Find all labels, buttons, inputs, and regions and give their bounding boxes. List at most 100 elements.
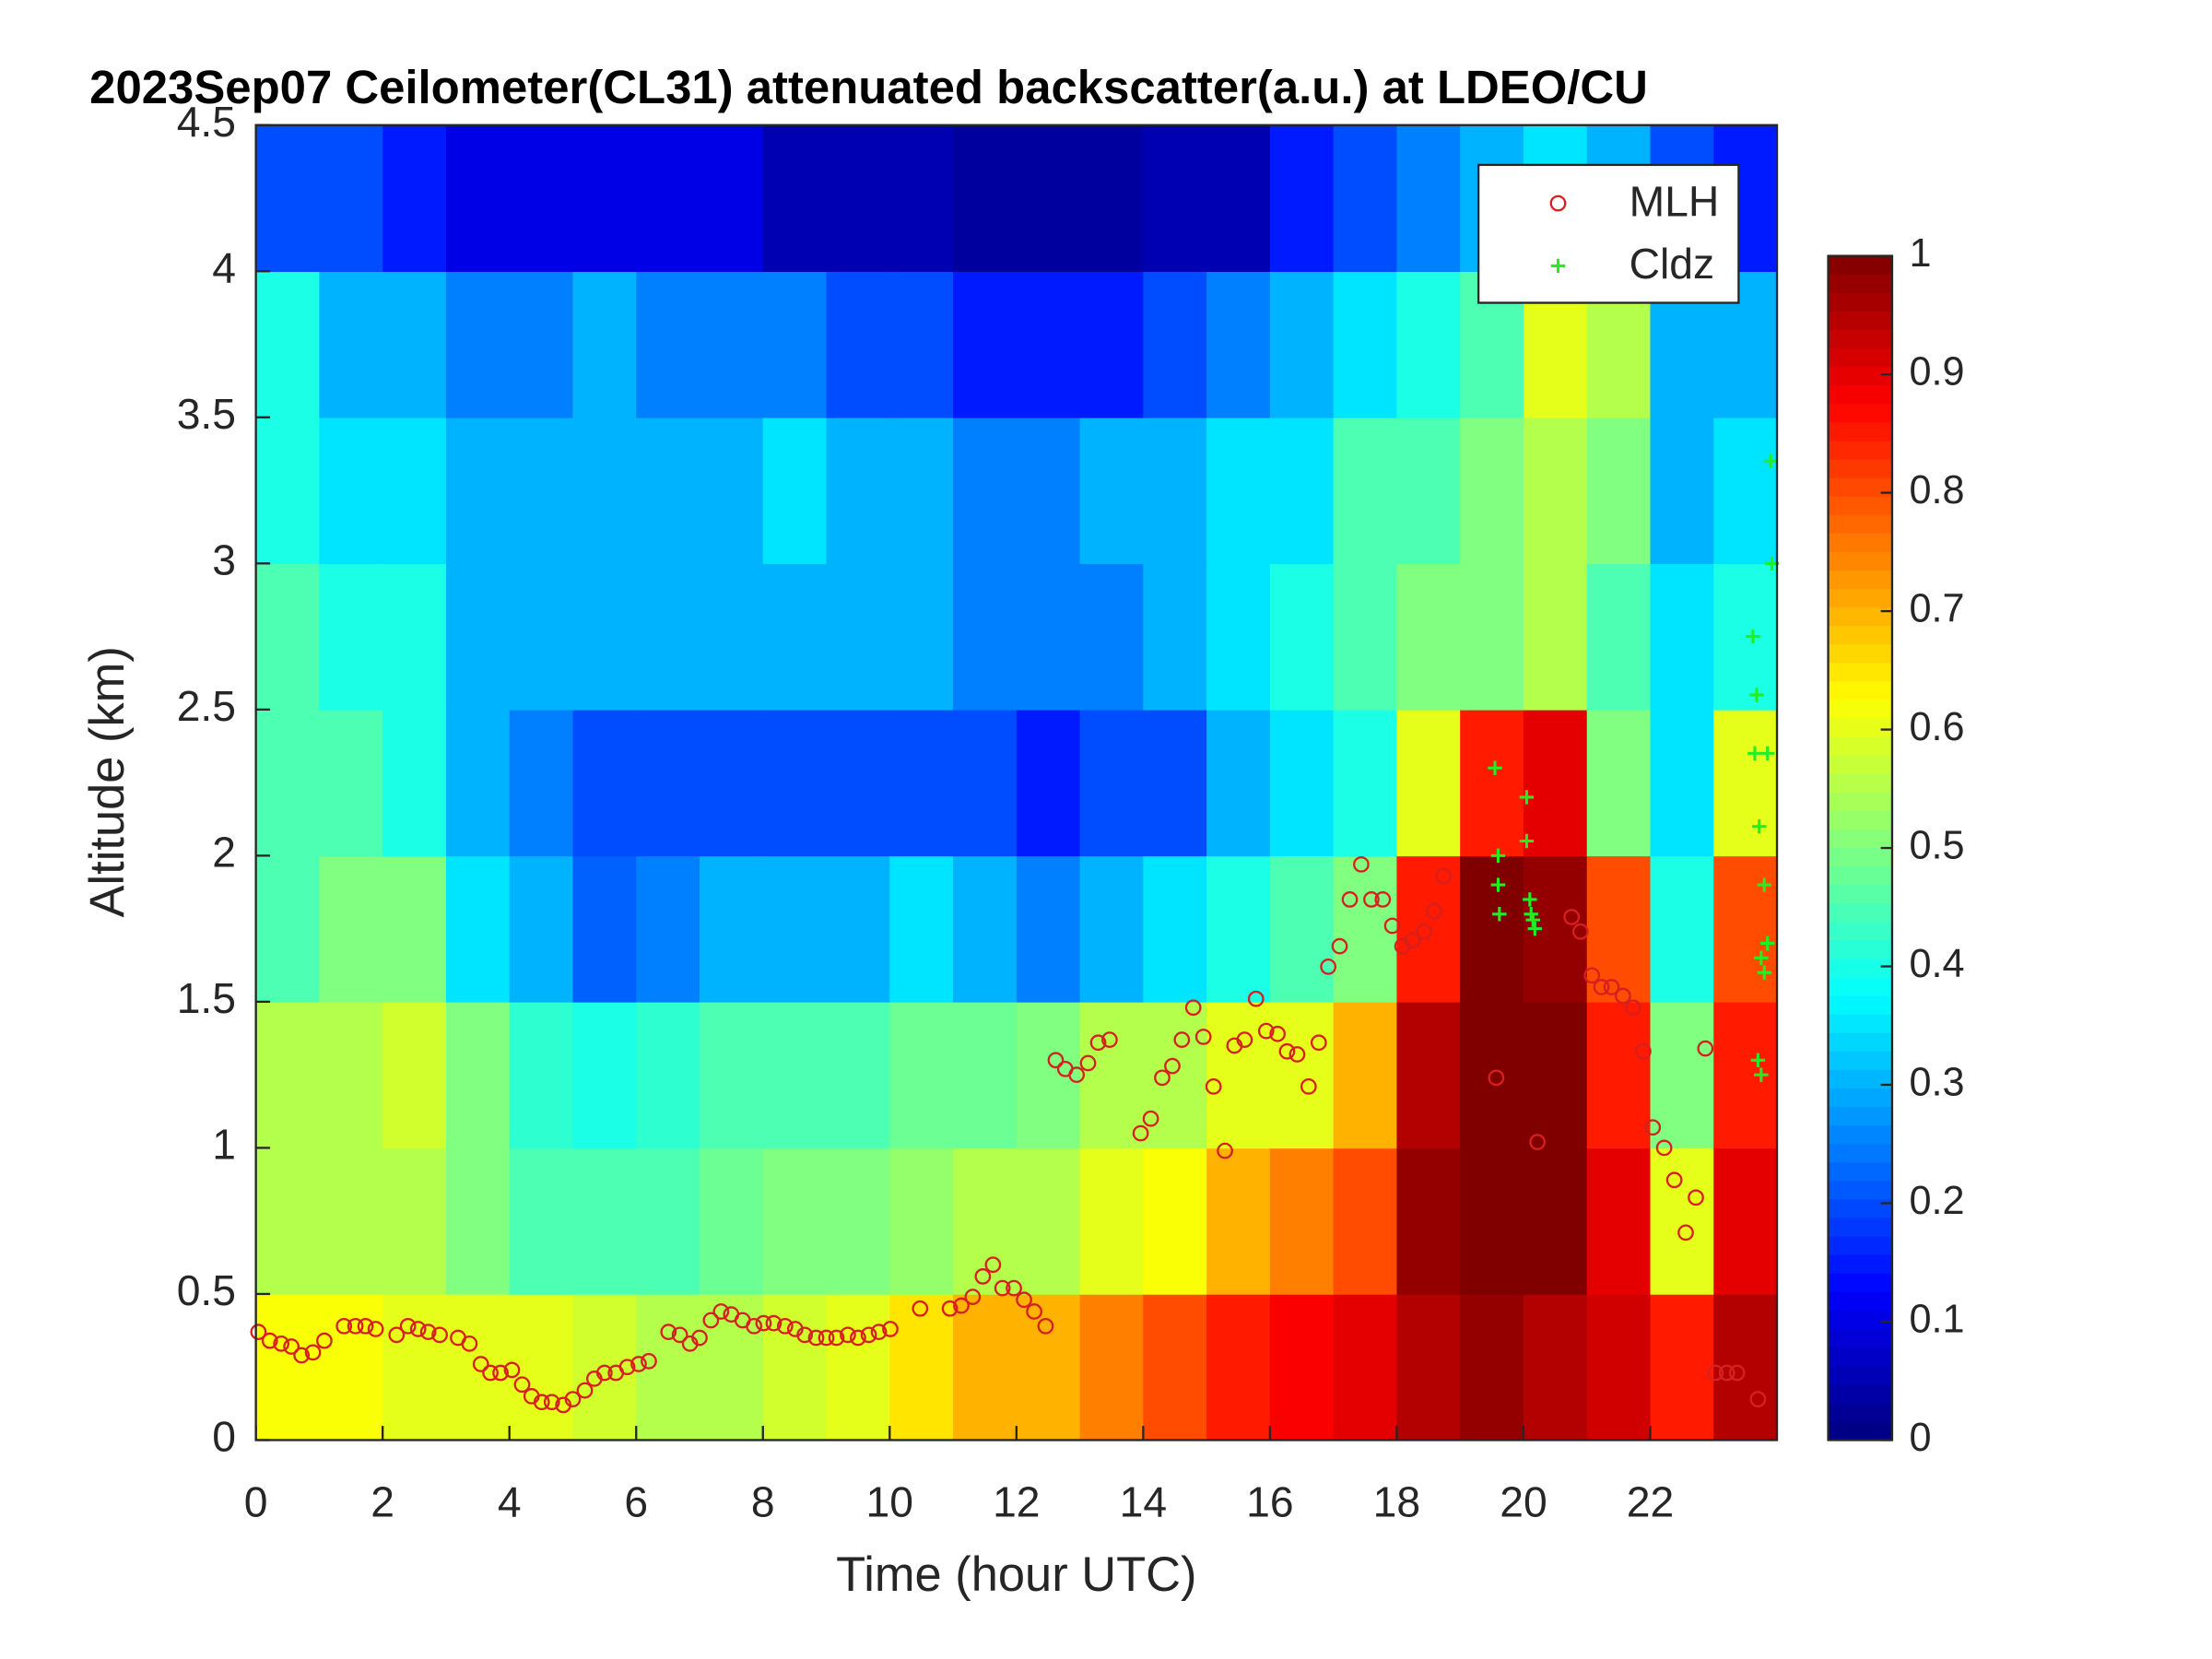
mlh-point [250, 1324, 267, 1341]
heat-cell [1269, 709, 1335, 857]
heat-cell [1206, 855, 1271, 1003]
x-axis-label: Time (hour UTC) [836, 1548, 1196, 1602]
heat-cell [762, 124, 828, 273]
mlh-point [1101, 1031, 1118, 1048]
heat-cell [319, 417, 383, 565]
heat-cell [699, 709, 764, 857]
heat-cell [1143, 855, 1207, 1003]
mlh-point [964, 1288, 982, 1305]
colorbar-swatch [1828, 718, 1892, 738]
mlh-point [1026, 1303, 1042, 1320]
heat-cell [1586, 709, 1652, 857]
mlh-point [492, 1364, 509, 1382]
mlh-point [776, 1317, 794, 1335]
heat-cell [826, 1147, 891, 1295]
heat-cell [1016, 124, 1081, 273]
heat-cell [445, 271, 511, 418]
markers [250, 453, 1780, 1414]
heat-cell [826, 1293, 891, 1441]
mlh-point [953, 1297, 970, 1314]
colorbar-swatch [1828, 459, 1892, 479]
heat-cell [1143, 1147, 1207, 1295]
heat-cell [1396, 271, 1461, 418]
heat-cell [1396, 1147, 1461, 1295]
heat-cell [953, 417, 1018, 565]
heat-cell [1143, 563, 1207, 711]
colorbar-swatch [1828, 274, 1892, 294]
heat-cell [319, 124, 383, 273]
colorbar-swatch [1828, 663, 1892, 683]
heat-cell [1079, 124, 1145, 273]
mlh-point [807, 1329, 825, 1347]
mlh-point [984, 1256, 1002, 1274]
heat-cell [1713, 1147, 1778, 1295]
mlh-point [1665, 1171, 1683, 1189]
heat-cell [889, 417, 954, 565]
heat-cell [509, 417, 574, 565]
heat-cell [636, 271, 700, 418]
legend-box [1477, 163, 1740, 304]
mlh-point [283, 1338, 300, 1355]
heat-cell [319, 1001, 383, 1149]
heat-cell [1333, 1001, 1398, 1149]
mlh-point [316, 1332, 333, 1349]
legend-marker [1549, 194, 1567, 212]
mlh-point [1529, 1134, 1546, 1150]
mlh-point [1217, 1142, 1233, 1159]
colorbar-swatch [1828, 422, 1892, 442]
heat-cell [762, 1001, 828, 1149]
heat-cell [1650, 1001, 1715, 1149]
cldz-point [1747, 746, 1762, 761]
heat-cell [953, 563, 1018, 711]
mlh-point [472, 1356, 489, 1372]
colorbar-swatch [1828, 1236, 1892, 1256]
mlh-point [1697, 1040, 1714, 1057]
colorbar-swatch [1828, 644, 1892, 665]
colorbar-swatch [1828, 255, 1892, 276]
mlh-point [1677, 1224, 1694, 1241]
heat-cell [889, 709, 954, 857]
heat-cell [1206, 271, 1271, 418]
heat-cell [1269, 1147, 1335, 1295]
heat-cell [1396, 124, 1461, 273]
heat-cell [1269, 417, 1335, 565]
heat-cell [1396, 1001, 1461, 1149]
colorbar-swatch [1828, 1254, 1892, 1275]
colorbar-swatch [1828, 810, 1892, 830]
mlh-point [1603, 979, 1620, 995]
heat-cell [1206, 709, 1271, 857]
colorbar-swatch [1828, 1107, 1892, 1126]
x-tick-label: 8 [751, 1478, 775, 1526]
heat-cell [636, 855, 700, 1003]
heat-cell [1079, 417, 1145, 565]
heat-cell [1016, 271, 1081, 418]
mlh-point [691, 1329, 708, 1347]
heat-cell [445, 1293, 511, 1441]
heat-cell [1650, 709, 1715, 857]
mlh-point [347, 1317, 364, 1335]
colorbar-tick-label: 0 [1909, 1416, 1931, 1460]
heat-cell [636, 1001, 700, 1149]
mlh-point [1426, 902, 1442, 920]
mlh-point [1341, 891, 1359, 908]
heat-cell [509, 1001, 574, 1149]
heat-cell [826, 124, 891, 273]
colorbar-tick-label: 0.5 [1909, 823, 1964, 867]
y-tick-label: 4 [212, 243, 236, 291]
heat-cell [1523, 417, 1588, 565]
mlh-point [1635, 1042, 1652, 1060]
heat-cell [1650, 563, 1715, 711]
mlh-point [367, 1321, 384, 1337]
heat-cell [1269, 563, 1335, 711]
heat-cell [1143, 124, 1207, 273]
heat-cell [1079, 1147, 1145, 1295]
legend-label: Cldz [1630, 240, 1715, 288]
heat-cell [636, 709, 700, 857]
colorbar-swatch [1828, 607, 1892, 627]
colorbar-tick-label: 1 [1909, 231, 1931, 276]
heat-cell [1396, 709, 1461, 857]
heat-cell [953, 271, 1018, 418]
colorbar-swatch [1828, 1366, 1892, 1386]
heat-cell [1460, 1293, 1524, 1441]
heat-cell [636, 417, 700, 565]
